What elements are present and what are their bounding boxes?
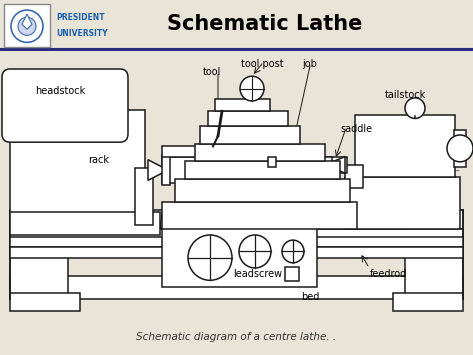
- Bar: [200, 126, 300, 144]
- Bar: [454, 130, 466, 167]
- Text: headstock: headstock: [35, 86, 85, 95]
- Bar: [10, 247, 463, 258]
- Bar: [162, 157, 332, 184]
- Bar: [345, 177, 460, 229]
- Polygon shape: [148, 160, 168, 180]
- Text: Schematic diagram of a centre lathe. .: Schematic diagram of a centre lathe. .: [136, 332, 337, 342]
- Bar: [175, 179, 350, 202]
- Bar: [393, 293, 463, 311]
- Text: job: job: [303, 59, 317, 69]
- Circle shape: [18, 17, 36, 36]
- Bar: [215, 99, 270, 111]
- Bar: [10, 229, 463, 247]
- Bar: [4, 4, 50, 48]
- Text: PRESIDENT: PRESIDENT: [56, 13, 105, 22]
- Bar: [285, 267, 299, 282]
- Bar: [162, 227, 317, 286]
- Bar: [195, 144, 325, 161]
- Bar: [10, 110, 145, 229]
- FancyBboxPatch shape: [2, 69, 128, 142]
- Bar: [135, 168, 153, 225]
- Circle shape: [447, 135, 473, 162]
- Text: tailstock: tailstock: [385, 90, 426, 100]
- Text: bed: bed: [301, 292, 319, 302]
- Text: leadscrew: leadscrew: [234, 269, 282, 279]
- Bar: [185, 161, 340, 179]
- Bar: [162, 202, 357, 229]
- Bar: [10, 210, 463, 229]
- Circle shape: [282, 240, 304, 263]
- Text: rack: rack: [88, 155, 109, 165]
- Circle shape: [240, 76, 264, 101]
- Bar: [10, 276, 463, 299]
- Bar: [355, 115, 455, 177]
- Text: Schematic Lathe: Schematic Lathe: [167, 14, 363, 34]
- Bar: [268, 157, 276, 167]
- Bar: [208, 111, 288, 126]
- Text: feedrod: feedrod: [370, 269, 407, 279]
- Polygon shape: [22, 14, 32, 29]
- Bar: [162, 146, 297, 157]
- Circle shape: [239, 235, 271, 268]
- Bar: [10, 237, 463, 247]
- Text: saddle: saddle: [340, 124, 372, 134]
- Polygon shape: [325, 157, 345, 173]
- Bar: [10, 293, 80, 311]
- Text: tool post: tool post: [241, 59, 283, 69]
- Bar: [295, 157, 347, 173]
- Bar: [345, 165, 363, 187]
- Bar: [405, 247, 463, 299]
- Bar: [162, 154, 170, 185]
- Bar: [10, 212, 160, 235]
- Circle shape: [11, 10, 43, 42]
- Circle shape: [405, 98, 425, 119]
- Circle shape: [188, 235, 232, 280]
- Bar: [10, 247, 68, 299]
- Text: UNIVERSITY: UNIVERSITY: [56, 29, 108, 38]
- Text: tool: tool: [203, 67, 221, 77]
